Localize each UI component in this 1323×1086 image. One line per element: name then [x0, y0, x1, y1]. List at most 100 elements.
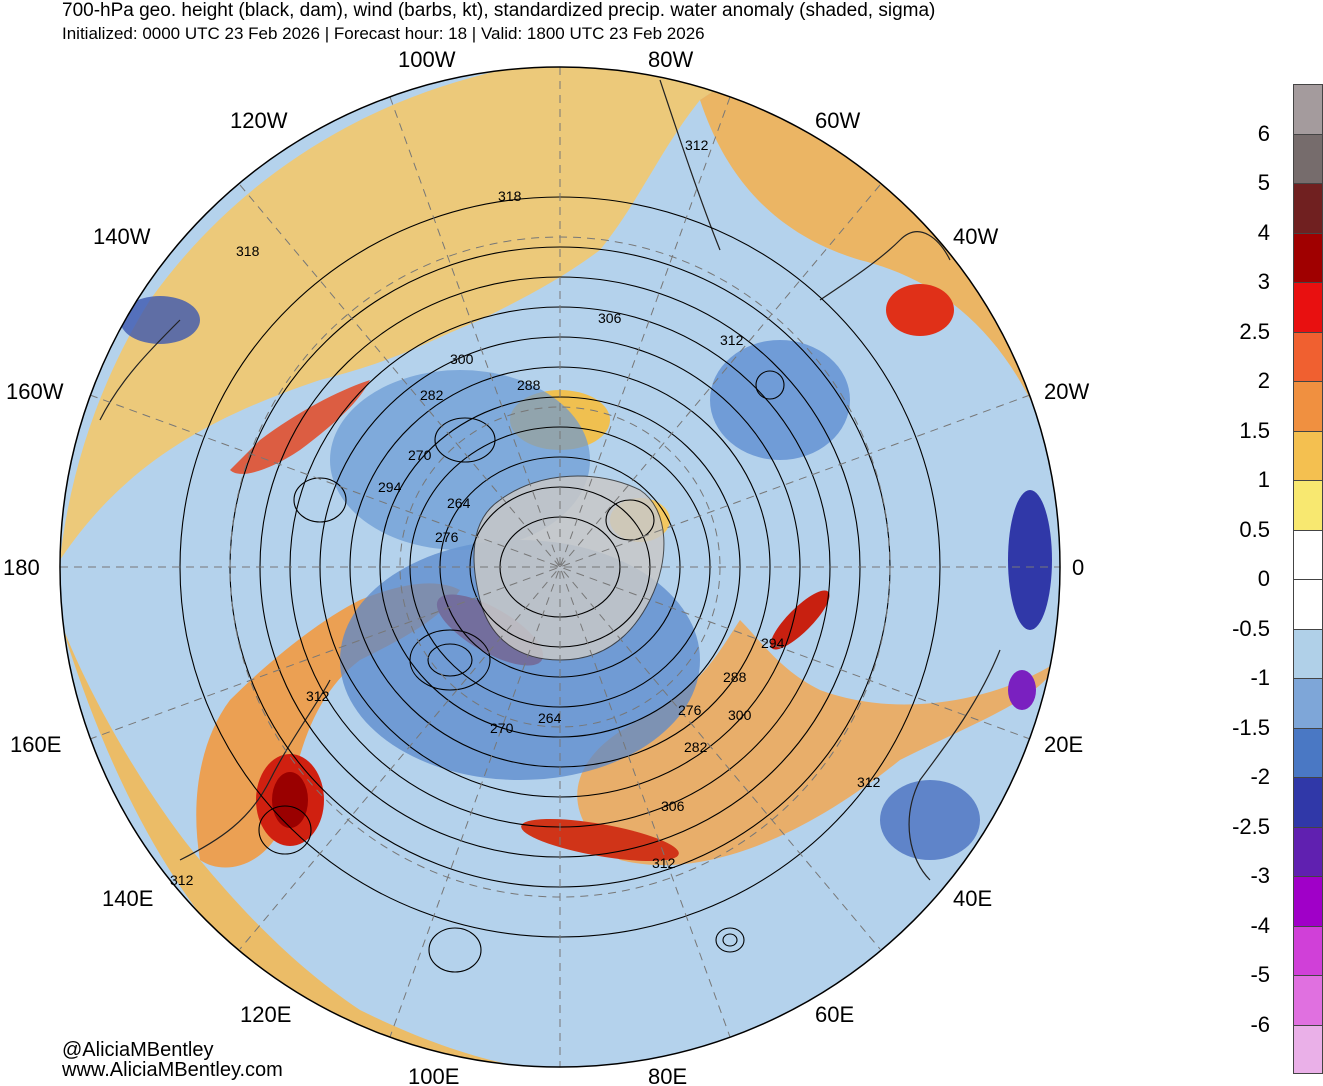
- height-label: 306: [598, 310, 622, 326]
- colorbar-swatch: [1293, 84, 1323, 134]
- pw-anomaly-negative: [1008, 490, 1052, 630]
- coastlines: [99, 79, 1001, 881]
- colorbar-swatch: [1293, 331, 1323, 381]
- height-label: 318: [498, 188, 522, 204]
- lon-label: 160E: [10, 732, 61, 757]
- colorbar-swatch: [1293, 876, 1323, 926]
- colorbar-tick-label: -1.5: [1232, 714, 1270, 740]
- height-label: 282: [420, 387, 444, 403]
- pw-anomaly-max: [886, 284, 954, 336]
- colorbar-tick-label: -5: [1250, 962, 1270, 987]
- colorbar-swatch: [1293, 975, 1323, 1025]
- map-disc: [60, 67, 1060, 1067]
- height-label: 270: [408, 447, 432, 463]
- pw-anomaly-positive-band: [700, 67, 1060, 420]
- colorbar-swatch: [1293, 133, 1323, 183]
- height-label: 300: [450, 351, 474, 367]
- colorbar-swatch: [1293, 628, 1323, 678]
- lon-label: 40E: [953, 886, 992, 911]
- lon-label: 140W: [93, 224, 151, 249]
- colorbar-swatch: [1293, 777, 1323, 827]
- colorbar-swatch: [1293, 480, 1323, 530]
- pw-anomaly-max: [521, 818, 679, 862]
- lon-label: 60W: [815, 108, 860, 133]
- pw-anomaly-positive-band: [577, 620, 1060, 866]
- pw-anomaly-positive-band: [60, 67, 760, 560]
- colorbar-swatch: [1293, 232, 1323, 282]
- height-label: 288: [723, 669, 747, 685]
- colorbar-tick-label: 4: [1257, 219, 1270, 245]
- colorbar-tick-label: -6: [1250, 1011, 1270, 1037]
- pw-anomaly-positive-band: [60, 620, 520, 1066]
- pw-anomaly-negative: [1008, 670, 1036, 710]
- map-title: 700-hPa geo. height (black, dam), wind (…: [62, 0, 936, 21]
- lon-label: 100E: [408, 1064, 459, 1086]
- colorbar-swatch: [1293, 381, 1323, 431]
- height-label: 312: [720, 332, 744, 348]
- colorbar-tick-label: -4: [1250, 912, 1270, 938]
- colorbar-swatch: [1293, 727, 1323, 777]
- height-label: 270: [490, 720, 514, 736]
- credit-website: www.AliciaMBentley.com: [62, 1059, 283, 1081]
- height-label: 300: [728, 707, 752, 723]
- colorbar-tick-label: -2.5: [1232, 813, 1270, 839]
- height-label: 312: [857, 774, 881, 790]
- lon-label: 60E: [815, 1002, 854, 1027]
- colorbar-tick-label: 5: [1257, 170, 1270, 195]
- lon-label: 120W: [230, 108, 288, 133]
- lon-label: 80W: [648, 47, 693, 72]
- lon-label: 100W: [398, 47, 456, 72]
- colorbar-swatch: [1293, 678, 1323, 728]
- pw-anomaly-negative: [710, 340, 850, 460]
- colorbar-swatch: [1293, 183, 1323, 233]
- colorbar-tick-label: 1.5: [1239, 417, 1270, 443]
- pw-anomaly-max: [770, 590, 830, 650]
- height-label: 312: [170, 872, 194, 888]
- colorbar-tick-label: 3: [1257, 269, 1270, 294]
- height-label: 264: [447, 495, 471, 511]
- height-label: 306: [661, 798, 685, 814]
- colorbar-tick-label: 0.5: [1239, 516, 1270, 542]
- height-label: 312: [306, 688, 330, 704]
- colorbar-tick-label: 2.5: [1239, 318, 1270, 344]
- pw-anomaly-negative: [120, 296, 200, 344]
- lon-label: 20E: [1044, 732, 1083, 757]
- colorbar-swatch: [1293, 430, 1323, 480]
- height-label: 294: [761, 635, 785, 651]
- polar-map: 100W 80W 120W 60W 140W 40W 160W 20W 180 …: [3, 47, 1089, 1086]
- pw-anomaly-max: [272, 772, 308, 828]
- pw-anomaly-positive-band: [230, 380, 370, 474]
- colorbar-tick-label: 1: [1257, 467, 1270, 492]
- height-contour-labels: 312 318 318 306 312 300 288 282 270 294 …: [170, 137, 881, 888]
- height-label: 264: [538, 710, 562, 726]
- lon-label: 20W: [1044, 379, 1089, 404]
- map-subtitle: Initialized: 0000 UTC 23 Feb 2026 | Fore…: [62, 24, 705, 43]
- lon-label: 160W: [6, 379, 64, 404]
- colorbar-swatch: [1293, 826, 1323, 876]
- lon-label: 120E: [240, 1002, 291, 1027]
- credit-handle: @AliciaMBentley: [62, 1039, 214, 1061]
- colorbar-swatch: [1293, 925, 1323, 975]
- map-boundary: [59, 66, 1061, 1068]
- colorbar-swatch: [1293, 529, 1323, 579]
- graticule: [60, 67, 1060, 1067]
- colorbar-tick-label: -1: [1250, 665, 1270, 690]
- lon-label: 180: [3, 555, 40, 580]
- colorbar-tick-label: -3: [1250, 863, 1270, 888]
- height-label: 276: [435, 529, 459, 545]
- colorbar-swatch: [1293, 579, 1323, 629]
- colorbar: [1293, 84, 1323, 1074]
- height-label: 294: [378, 479, 402, 495]
- lon-label: 40W: [953, 224, 998, 249]
- colorbar-swatch: [1293, 282, 1323, 332]
- colorbar-swatch: [1293, 1024, 1323, 1074]
- colorbar-tick-label: -2: [1250, 764, 1270, 789]
- height-label: 312: [685, 137, 709, 153]
- lon-label: 0: [1072, 555, 1084, 580]
- antarctica-landmass: [473, 475, 665, 661]
- lon-label: 140E: [102, 886, 153, 911]
- height-label: 318: [236, 243, 260, 259]
- longitude-labels: 100W 80W 120W 60W 140W 40W 160W 20W 180 …: [3, 47, 1089, 1086]
- height-label: 312: [652, 855, 676, 871]
- height-label: 288: [517, 377, 541, 393]
